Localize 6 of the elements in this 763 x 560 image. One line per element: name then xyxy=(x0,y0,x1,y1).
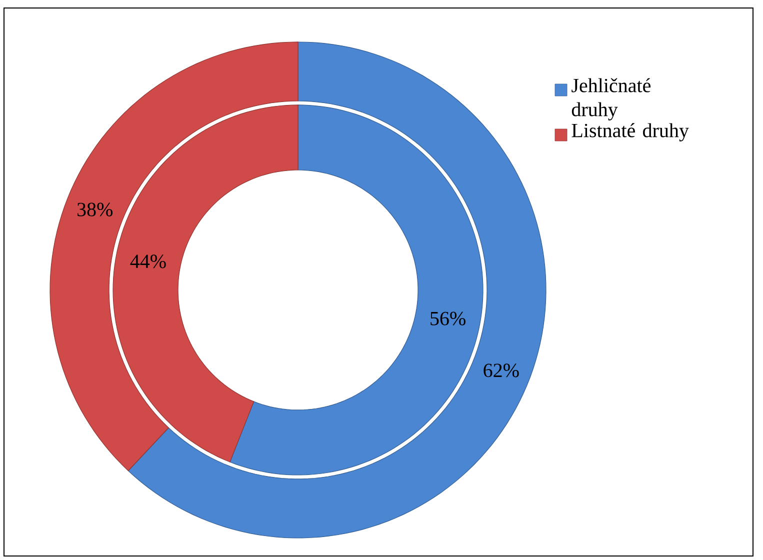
legend-label: Listnaté druhy xyxy=(572,123,689,142)
legend-label: Jehličnaté druhy xyxy=(572,78,650,120)
data-label: 62% xyxy=(484,364,519,378)
data-label: 56% xyxy=(430,312,466,326)
data-label: 38% xyxy=(77,202,113,216)
data-label: 44% xyxy=(130,254,166,268)
